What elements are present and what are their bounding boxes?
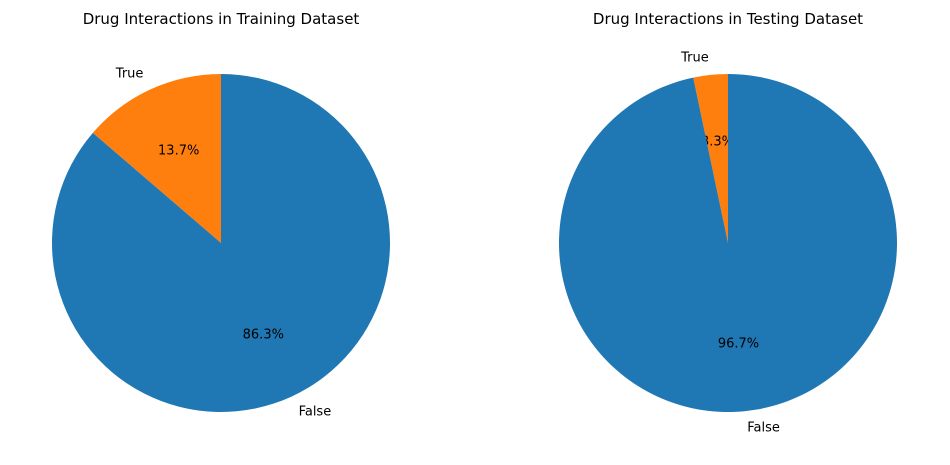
testing-slice-percent-true: 3.3% — [701, 135, 734, 150]
testing-chart-title: Drug Interactions in Testing Dataset — [593, 10, 863, 28]
testing-slice-label-false: False — [747, 420, 780, 435]
training-slice-label-true: True — [115, 67, 144, 82]
testing-slice-percent-false: 96.7% — [718, 336, 759, 351]
training-slice-percent-false: 86.3% — [243, 328, 284, 343]
testing-pie-slice-true — [693, 74, 728, 243]
training-slice-percent-true: 13.7% — [158, 143, 199, 158]
training-pie-slice-false — [52, 74, 391, 412]
testing-pie-slice-false — [559, 74, 898, 413]
training-pie-chart: True 13.7% False 86.3% Drug Interactions in … — [52, 10, 391, 419]
testing-pie-chart: True 3.3% False 96.7% Drug Interactions in T… — [559, 10, 898, 435]
training-slice-label-false: False — [299, 404, 332, 419]
testing-slice-label-true: True — [680, 51, 709, 66]
training-chart-title: Drug Interactions in Training Dataset — [83, 10, 360, 28]
training-pie-slice-true — [92, 74, 221, 243]
